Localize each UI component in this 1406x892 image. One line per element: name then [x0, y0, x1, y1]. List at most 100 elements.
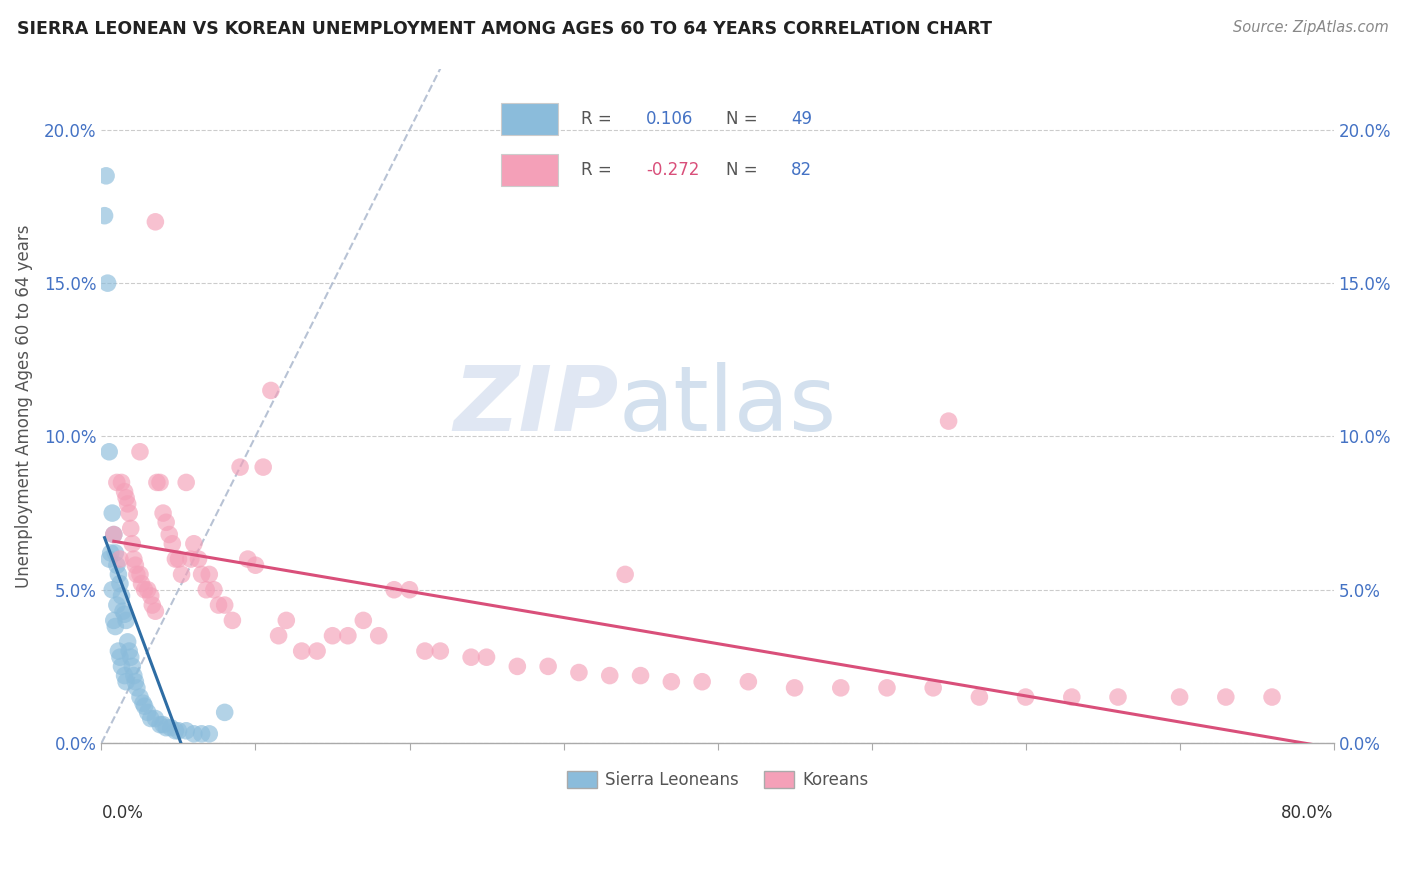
Point — [190, 567, 212, 582]
Text: Source: ZipAtlas.com: Source: ZipAtlas.com — [1233, 20, 1389, 35]
Point — [167, 552, 190, 566]
Point — [307, 644, 329, 658]
Point — [121, 659, 143, 673]
Point — [183, 537, 205, 551]
Point — [124, 674, 146, 689]
Point — [165, 723, 187, 738]
Point — [690, 674, 713, 689]
Point — [136, 582, 159, 597]
Point — [1168, 690, 1191, 704]
Point — [104, 546, 127, 560]
Point — [1014, 690, 1036, 704]
Point — [139, 589, 162, 603]
Point — [107, 644, 129, 658]
Point — [783, 681, 806, 695]
Point — [114, 484, 136, 499]
Point — [506, 659, 529, 673]
Point — [117, 635, 139, 649]
Text: SIERRA LEONEAN VS KOREAN UNEMPLOYMENT AMONG AGES 60 TO 64 YEARS CORRELATION CHAR: SIERRA LEONEAN VS KOREAN UNEMPLOYMENT AM… — [17, 20, 991, 37]
Point — [132, 696, 155, 710]
Point — [174, 475, 197, 490]
Point — [110, 589, 132, 603]
Point — [367, 629, 389, 643]
Point — [938, 414, 960, 428]
Point — [236, 552, 259, 566]
Point — [149, 717, 172, 731]
Point — [124, 558, 146, 573]
Point — [108, 576, 131, 591]
Point — [125, 681, 148, 695]
Point — [214, 706, 236, 720]
Point — [108, 650, 131, 665]
Point — [876, 681, 898, 695]
Point — [105, 598, 128, 612]
Point — [221, 614, 243, 628]
Point — [321, 629, 343, 643]
Text: ZIP: ZIP — [454, 362, 619, 450]
Point — [103, 527, 125, 541]
Point — [260, 384, 283, 398]
Y-axis label: Unemployment Among Ages 60 to 64 years: Unemployment Among Ages 60 to 64 years — [15, 224, 32, 588]
Point — [429, 644, 451, 658]
Point — [183, 727, 205, 741]
Point — [537, 659, 560, 673]
Point — [157, 527, 180, 541]
Text: 0.0%: 0.0% — [101, 805, 143, 822]
Point — [475, 650, 498, 665]
Point — [117, 497, 139, 511]
Point — [969, 690, 991, 704]
Point — [129, 690, 152, 704]
Point — [336, 629, 359, 643]
Point — [129, 444, 152, 458]
Point — [100, 546, 122, 560]
Point — [1261, 690, 1284, 704]
Point — [114, 607, 136, 622]
Point — [145, 215, 167, 229]
Text: atlas: atlas — [619, 362, 837, 450]
Point — [614, 567, 637, 582]
Point — [252, 460, 274, 475]
Point — [101, 582, 124, 597]
Point — [155, 516, 177, 530]
Point — [198, 727, 221, 741]
Point — [149, 475, 172, 490]
Point — [121, 537, 143, 551]
Point — [276, 614, 298, 628]
Point — [129, 567, 152, 582]
Point — [922, 681, 945, 695]
Point — [110, 659, 132, 673]
Point — [115, 674, 138, 689]
Point — [146, 475, 169, 490]
Point — [139, 712, 162, 726]
Point — [145, 712, 167, 726]
Point — [115, 491, 138, 505]
Point — [207, 598, 229, 612]
Point — [1060, 690, 1083, 704]
Point — [1107, 690, 1129, 704]
Point — [198, 567, 221, 582]
Point — [460, 650, 482, 665]
Point — [382, 582, 405, 597]
Point — [398, 582, 420, 597]
Point — [167, 723, 190, 738]
Point — [103, 614, 125, 628]
Point — [830, 681, 852, 695]
Point — [187, 552, 209, 566]
Point — [413, 644, 436, 658]
Point — [120, 521, 142, 535]
Point — [98, 552, 121, 566]
Point — [170, 567, 193, 582]
Point — [105, 475, 128, 490]
Point — [118, 644, 141, 658]
Point — [352, 614, 374, 628]
Point — [162, 537, 184, 551]
Point — [107, 567, 129, 582]
Point — [105, 558, 128, 573]
Point — [145, 604, 167, 618]
Point — [125, 567, 148, 582]
Point — [291, 644, 314, 658]
Point — [115, 614, 138, 628]
Point — [104, 619, 127, 633]
Point — [152, 717, 174, 731]
Legend: Sierra Leoneans, Koreans: Sierra Leoneans, Koreans — [560, 764, 875, 796]
